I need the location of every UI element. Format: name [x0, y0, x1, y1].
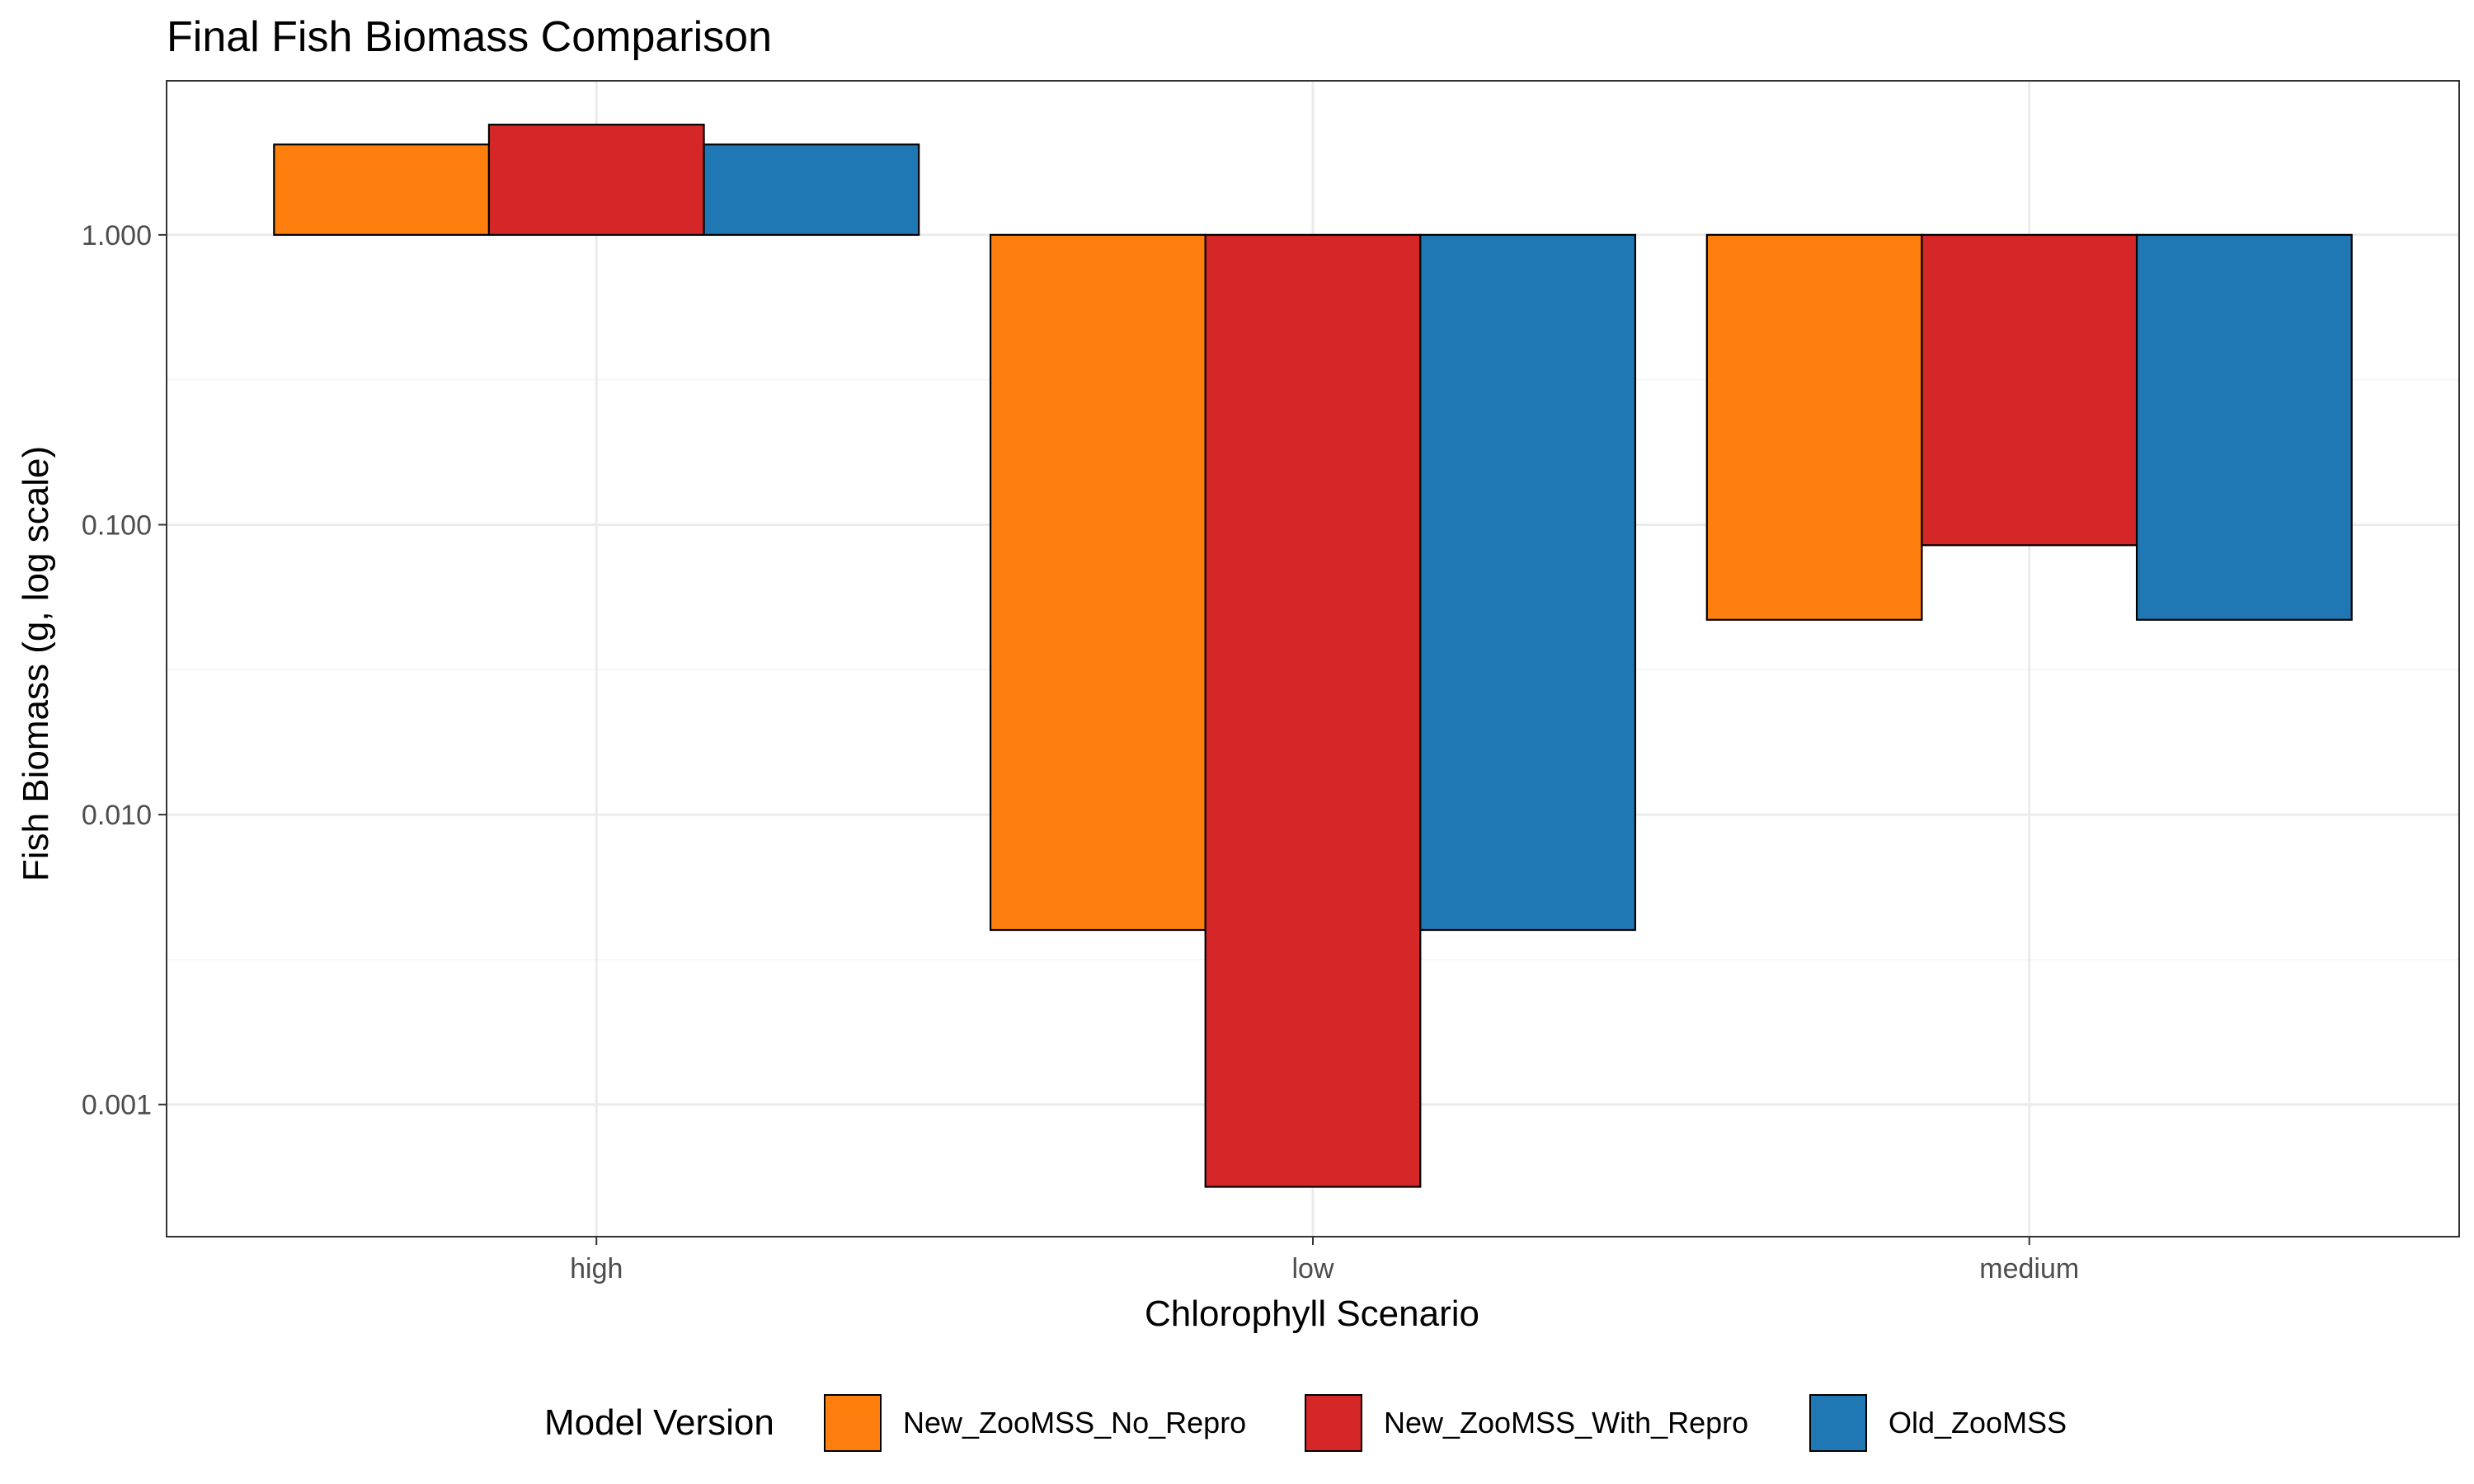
legend: Model Version New_ZooMSS_No_Repro New_Zoo… — [544, 1394, 2067, 1452]
legend-label-New_ZooMSS_With_Repro: New_ZooMSS_With_Repro — [1384, 1406, 1748, 1439]
y-axis-title: Fish Biomass (g, log scale) — [16, 446, 56, 881]
y-tick-label: 0.100 — [82, 510, 152, 541]
bar-medium-New_ZooMSS_With_Repro — [1921, 233, 2138, 547]
bar-high-New_ZooMSS_No_Repro — [273, 143, 491, 236]
x-axis-title: Chlorophyll Scenario — [1145, 1294, 1479, 1334]
legend-label-New_ZooMSS_No_Repro: New_ZooMSS_No_Repro — [903, 1406, 1246, 1439]
x-tick-label-high: high — [570, 1253, 623, 1284]
bar-low-Old_ZooMSS — [1419, 233, 1637, 932]
chart-title: Final Fish Biomass Comparison — [167, 13, 772, 61]
x-tick-label-low: low — [1291, 1253, 1333, 1284]
bar-high-Old_ZooMSS — [703, 143, 920, 236]
legend-key-Old_ZooMSS — [1809, 1394, 1867, 1452]
plot-panel — [166, 80, 2460, 1237]
x-tick-label-medium: medium — [1979, 1253, 2079, 1284]
y-tick-label: 0.010 — [82, 800, 152, 831]
y-tick-label: 0.001 — [82, 1090, 152, 1121]
legend-label-Old_ZooMSS: Old_ZooMSS — [1888, 1406, 2067, 1439]
legend-title: Model Version — [544, 1402, 774, 1443]
bar-high-New_ZooMSS_With_Repro — [487, 124, 705, 236]
legend-key-New_ZooMSS_No_Repro — [824, 1394, 882, 1452]
bar-low-New_ZooMSS_With_Repro — [1204, 233, 1422, 1188]
bar-medium-Old_ZooMSS — [2135, 233, 2353, 621]
bar-low-New_ZooMSS_No_Repro — [989, 233, 1206, 932]
legend-key-New_ZooMSS_With_Repro — [1305, 1394, 1362, 1452]
bar-medium-New_ZooMSS_No_Repro — [1705, 233, 1923, 621]
y-tick-label: 1.000 — [82, 220, 152, 251]
